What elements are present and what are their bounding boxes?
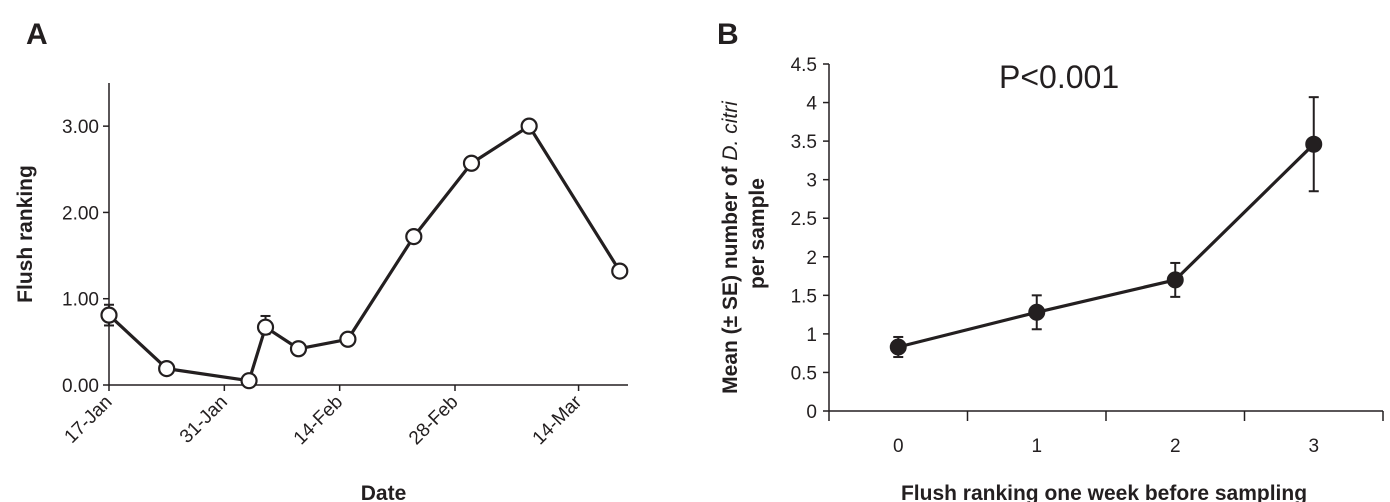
x-tick-label: 14-Mar [529,391,587,449]
y-tick-label: 2 [806,248,817,269]
y-axis-title-line2: per sample [746,178,769,289]
y-tick-label: 0 [806,402,817,423]
data-point [256,318,275,336]
y-axis-title: Mean (± SE) number of D. citri [719,100,742,394]
y-tick-label: 1.00 [62,290,99,311]
panel-b: B P<0.001 0 0.5 1 1.5 2 2.5 3 3.5 4 4.5 0 1 2 3 Flush ra… [717,18,1384,502]
data-point [339,330,357,348]
y-tick-label: 3 [806,171,817,192]
y-tick-label: 3.5 [791,132,817,153]
x-tick-label: 1 [1031,436,1042,457]
panel-letter-b: B [717,18,739,51]
data-point [1166,271,1184,289]
panel-letter-a: A [26,18,48,51]
data-point [1305,135,1323,153]
data-point [889,338,907,356]
y-axis-title: Flush ranking [14,165,37,303]
x-tick-label: 3 [1308,436,1319,457]
x-tick-label: 0 [893,436,904,457]
data-point [100,306,118,324]
y-axis-title-main: Mean (± SE) number of [719,161,742,394]
x-tick-label: 14-Feb [290,392,347,449]
series-line [107,124,622,383]
y-tick-label: 1.5 [791,286,817,307]
panel-a: A 0.00 1.00 2.00 3.00 17-Jan 31-Jan 14-Feb 28-Fe… [14,18,629,502]
y-tick-label: 2.5 [791,209,817,230]
p-value-annotation: P<0.001 [999,59,1119,95]
data-point [240,372,258,390]
y-tick-label: 4 [806,94,817,115]
data-point [158,360,176,378]
data-point [611,262,629,280]
data-point [405,227,423,246]
x-tick-label: 2 [1170,436,1181,457]
y-tick-label: 1 [806,325,817,346]
data-point [289,340,308,358]
data-point [520,117,538,135]
y-axis-title-species: D. citri [719,100,742,161]
y-tick-label: 2.00 [62,203,99,224]
data-point [1028,303,1046,321]
y-tick-label: 3.00 [62,117,99,138]
x-tick-label: 17-Jan [61,392,117,448]
data-point [462,154,481,172]
y-tick-label: 4.5 [791,55,817,76]
y-tick-label: 0.5 [791,363,817,384]
x-axis-title: Date [361,482,407,502]
x-tick-label: 31-Jan [176,392,232,448]
y-tick-label: 0.00 [62,376,99,397]
x-tick-label: 28-Feb [405,392,462,449]
series-line [897,143,1315,349]
x-axis-title: Flush ranking one week before sampling [901,482,1307,502]
